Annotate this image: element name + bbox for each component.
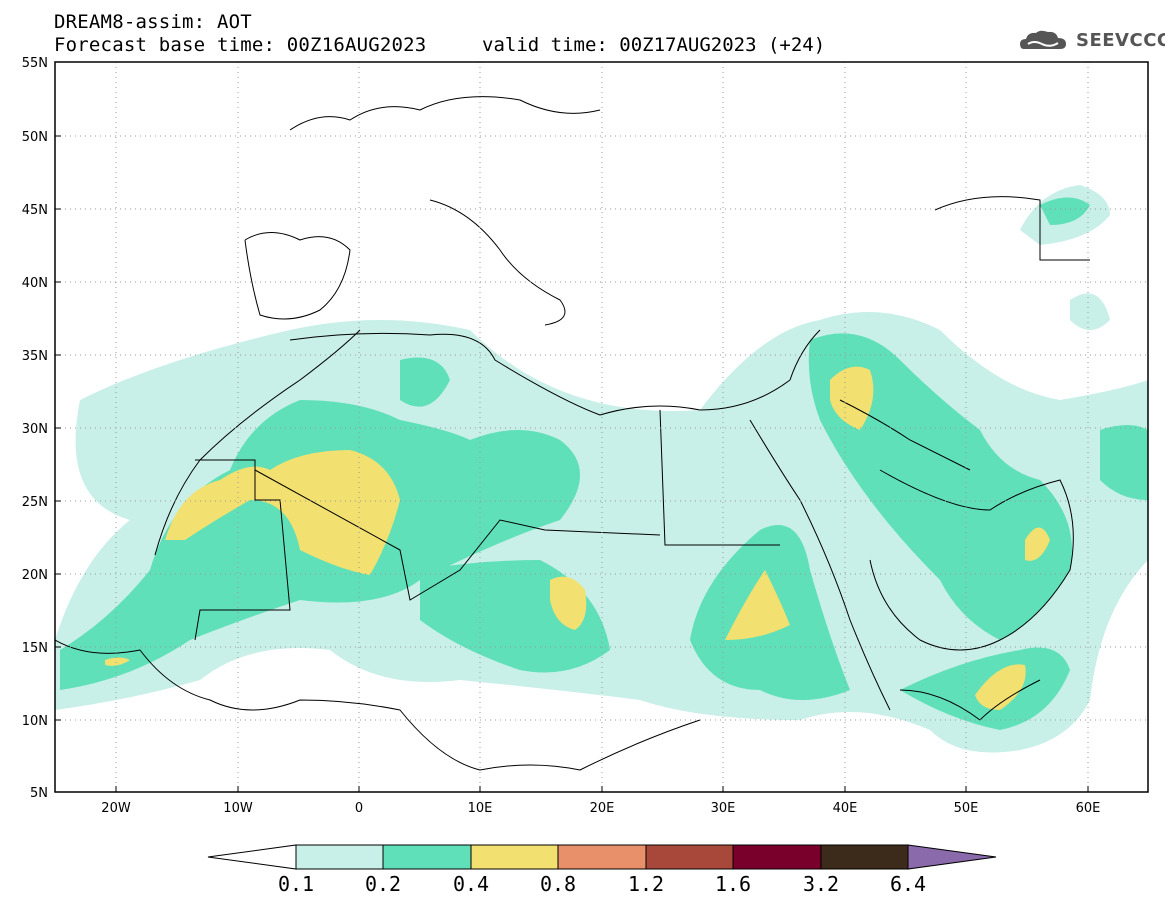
aot-band-0.4 (975, 664, 1026, 710)
aot-band-0.1 (1070, 293, 1110, 330)
lat-label: 10N (22, 714, 48, 729)
colorbar-under-arrow (207, 844, 297, 870)
lat-label: 30N (22, 422, 48, 437)
aot-band-0.2 (400, 357, 450, 407)
logo-text: SEEVCCC (1076, 30, 1165, 51)
lon-label: 20W (101, 801, 131, 816)
colorbar-label: 0.2 (364, 872, 402, 896)
aot-band-0.4 (830, 366, 874, 430)
colorbar-over-arrow (907, 844, 997, 870)
coastlines-borders (55, 96, 1090, 771)
colorbar-label: 0.8 (539, 872, 577, 896)
colorbar (207, 844, 997, 870)
lon-label: 20E (590, 801, 615, 816)
lon-label: 0 (355, 801, 363, 816)
lat-label: 45N (22, 203, 48, 218)
aot-band-0.2 (808, 333, 1072, 640)
lon-label: 40E (833, 801, 858, 816)
lat-label: 15N (22, 641, 48, 656)
aot-band-0.4 (550, 576, 587, 630)
colorbar-label: 1.6 (714, 872, 752, 896)
colorbar-swatch (645, 844, 734, 870)
aot-band-0.2 (1100, 425, 1148, 500)
aot-band-0.4 (165, 450, 400, 575)
aot-band-0.4 (105, 657, 130, 666)
cloud-logo-icon (1020, 30, 1066, 49)
aot-band-0.2 (1040, 197, 1090, 225)
colorbar-label: 0.1 (277, 872, 315, 896)
lat-label: 20N (22, 568, 48, 583)
lat-label: 40N (22, 276, 48, 291)
colorbar-label: 6.4 (889, 872, 927, 896)
colorbar-swatch (382, 844, 472, 870)
colorbar-label: 3.2 (802, 872, 840, 896)
colorbar-label: 1.2 (627, 872, 665, 896)
lon-label: 10E (468, 801, 493, 816)
valid-time: valid time: 00Z17AUG2023 (+24) (482, 34, 826, 56)
lat-label: 55N (22, 56, 48, 71)
aot-band-0.4 (725, 570, 790, 640)
lon-label: 30E (711, 801, 736, 816)
forecast-base-time: Forecast base time: 00Z16AUG2023 (54, 34, 427, 56)
colorbar-swatch (732, 844, 822, 870)
lon-label: 50E (954, 801, 979, 816)
colorbar-swatch (295, 844, 384, 870)
colorbar-label: 0.4 (452, 872, 490, 896)
lon-label: 10W (223, 801, 253, 816)
lat-label: 35N (22, 349, 48, 364)
lat-label: 5N (30, 786, 48, 801)
axis-ticks (55, 61, 1089, 793)
colorbar-swatch (470, 844, 559, 870)
lat-label: 50N (22, 130, 48, 145)
lat-label: 25N (22, 495, 48, 510)
map-title: DREAM8-assim: AOT (54, 11, 252, 33)
colorbar-swatch (820, 844, 909, 870)
graticule (55, 62, 1148, 792)
aot-band-0.4 (1025, 527, 1050, 561)
colorbar-swatch (557, 844, 647, 870)
lon-label: 60E (1076, 801, 1101, 816)
